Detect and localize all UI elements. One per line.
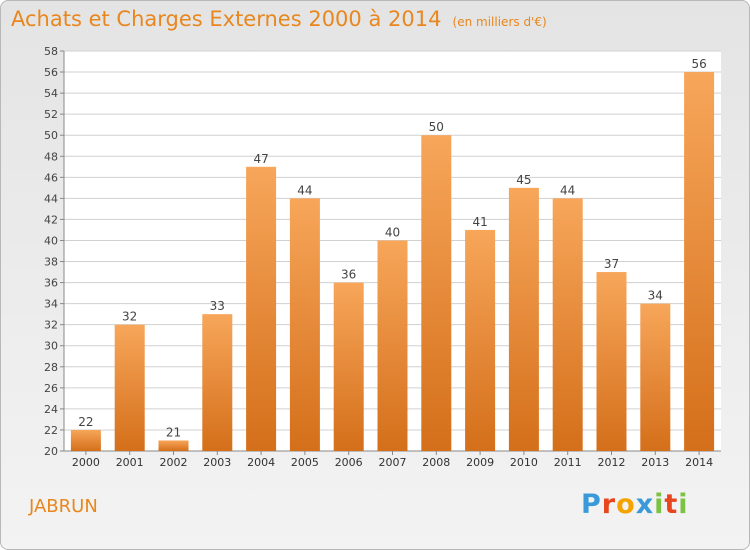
x-tick-label: 2002 [160, 456, 188, 469]
y-tick-label: 52 [44, 108, 58, 121]
x-tick-label: 2009 [466, 456, 494, 469]
data-label: 36 [341, 268, 356, 282]
data-label: 41 [472, 215, 487, 229]
title-text: Achats et Charges Externes 2000 à 2014 [11, 7, 442, 31]
x-tick-label: 2011 [554, 456, 582, 469]
x-tick-label: 2004 [247, 456, 275, 469]
x-tick-label: 2010 [510, 456, 538, 469]
y-tick-label: 50 [44, 129, 58, 142]
x-tick-label: 2012 [598, 456, 626, 469]
logo-letter: P [581, 489, 602, 520]
chart-title: Achats et Charges Externes 2000 à 2014 (… [11, 7, 547, 31]
y-tick-label: 56 [44, 66, 58, 79]
y-tick-label: 48 [44, 150, 58, 163]
data-label: 45 [516, 173, 531, 187]
y-tick-label: 40 [44, 234, 58, 247]
y-tick-label: 44 [44, 192, 58, 205]
bar [246, 166, 277, 451]
data-label: 37 [604, 257, 619, 271]
bar [552, 198, 583, 451]
y-tick-label: 20 [44, 445, 58, 458]
x-tick-label: 2007 [379, 456, 407, 469]
unit-text: (en milliers d'€) [452, 15, 547, 29]
bar [333, 282, 364, 451]
data-label: 32 [122, 310, 137, 324]
logo-letter: x [635, 489, 655, 520]
bar [684, 72, 715, 451]
y-tick-label: 32 [44, 319, 58, 332]
data-label: 44 [560, 183, 575, 197]
y-tick-label: 38 [44, 256, 58, 269]
data-label: 40 [385, 225, 400, 239]
logo-letter: o [616, 489, 636, 520]
data-label: 22 [78, 415, 93, 429]
logo-letter: t [664, 489, 679, 520]
data-label: 44 [297, 183, 312, 197]
y-tick-label: 24 [44, 403, 58, 416]
bar [640, 303, 671, 451]
y-tick-label: 30 [44, 340, 58, 353]
bar [596, 272, 627, 451]
place-name: JABRUN [29, 496, 98, 517]
y-tick-label: 42 [44, 213, 58, 226]
bar [289, 198, 320, 451]
x-tick-label: 2003 [203, 456, 231, 469]
bar [508, 187, 539, 451]
logo-letter: i [678, 489, 689, 520]
logo-letter: r [601, 489, 617, 520]
x-tick-label: 2013 [641, 456, 669, 469]
data-label: 56 [691, 57, 706, 71]
y-tick-label: 46 [44, 171, 58, 184]
bar [421, 135, 452, 452]
data-label: 50 [429, 120, 444, 134]
logo-letter: i [654, 489, 665, 520]
data-label: 47 [253, 152, 268, 166]
y-tick-label: 22 [44, 424, 58, 437]
bar [158, 440, 189, 451]
data-label: 21 [166, 425, 181, 439]
y-tick-label: 34 [44, 298, 58, 311]
bar [202, 314, 233, 451]
data-label: 34 [648, 289, 663, 303]
x-tick-label: 2005 [291, 456, 319, 469]
bar [70, 429, 101, 451]
y-tick-label: 26 [44, 382, 58, 395]
y-tick-label: 28 [44, 361, 58, 374]
x-tick-label: 2000 [72, 456, 100, 469]
y-tick-label: 54 [44, 87, 58, 100]
bar [377, 240, 408, 451]
x-tick-label: 2008 [422, 456, 450, 469]
data-label: 33 [210, 299, 225, 313]
x-tick-label: 2014 [685, 456, 713, 469]
bar [114, 324, 145, 451]
x-tick-label: 2001 [116, 456, 144, 469]
y-tick-label: 36 [44, 277, 58, 290]
y-tick-label: 58 [44, 45, 58, 58]
bar [465, 229, 496, 451]
x-tick-label: 2006 [335, 456, 363, 469]
proxiti-logo: Proxiti [581, 489, 689, 520]
